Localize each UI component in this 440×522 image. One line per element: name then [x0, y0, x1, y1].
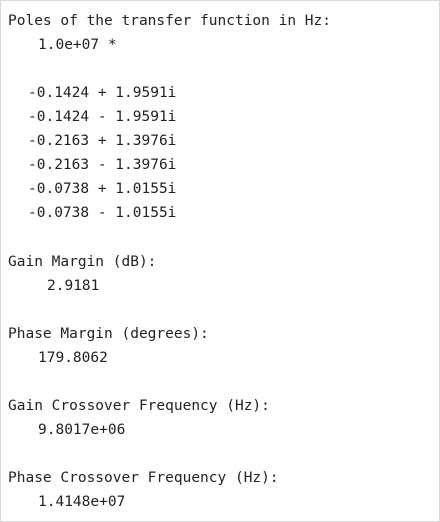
poles-scale-factor: 1.0e+07 * [38, 37, 117, 53]
pole-value: -0.0738 + 1.0155i [28, 181, 177, 197]
phase-crossover-value: 1.4148e+07 [38, 494, 126, 510]
phase-margin-heading: Phase Margin (degrees): [8, 326, 209, 342]
gain-margin-value: 2.9181 [47, 278, 100, 294]
pole-value: -0.2163 - 1.3976i [28, 157, 177, 173]
phase-crossover-heading: Phase Crossover Frequency (Hz): [8, 470, 279, 486]
pole-value: -0.2163 + 1.3976i [28, 133, 177, 149]
phase-margin-value: 179.8062 [38, 350, 108, 366]
pole-value: -0.1424 - 1.9591i [28, 109, 177, 125]
poles-heading: Poles of the transfer function in Hz: [8, 13, 332, 29]
gain-margin-heading: Gain Margin (dB): [8, 254, 157, 270]
gain-crossover-value: 9.8017e+06 [38, 422, 126, 438]
pole-value: -0.0738 - 1.0155i [28, 205, 177, 221]
gain-crossover-heading: Gain Crossover Frequency (Hz): [8, 398, 270, 414]
pole-value: -0.1424 + 1.9591i [28, 85, 177, 101]
